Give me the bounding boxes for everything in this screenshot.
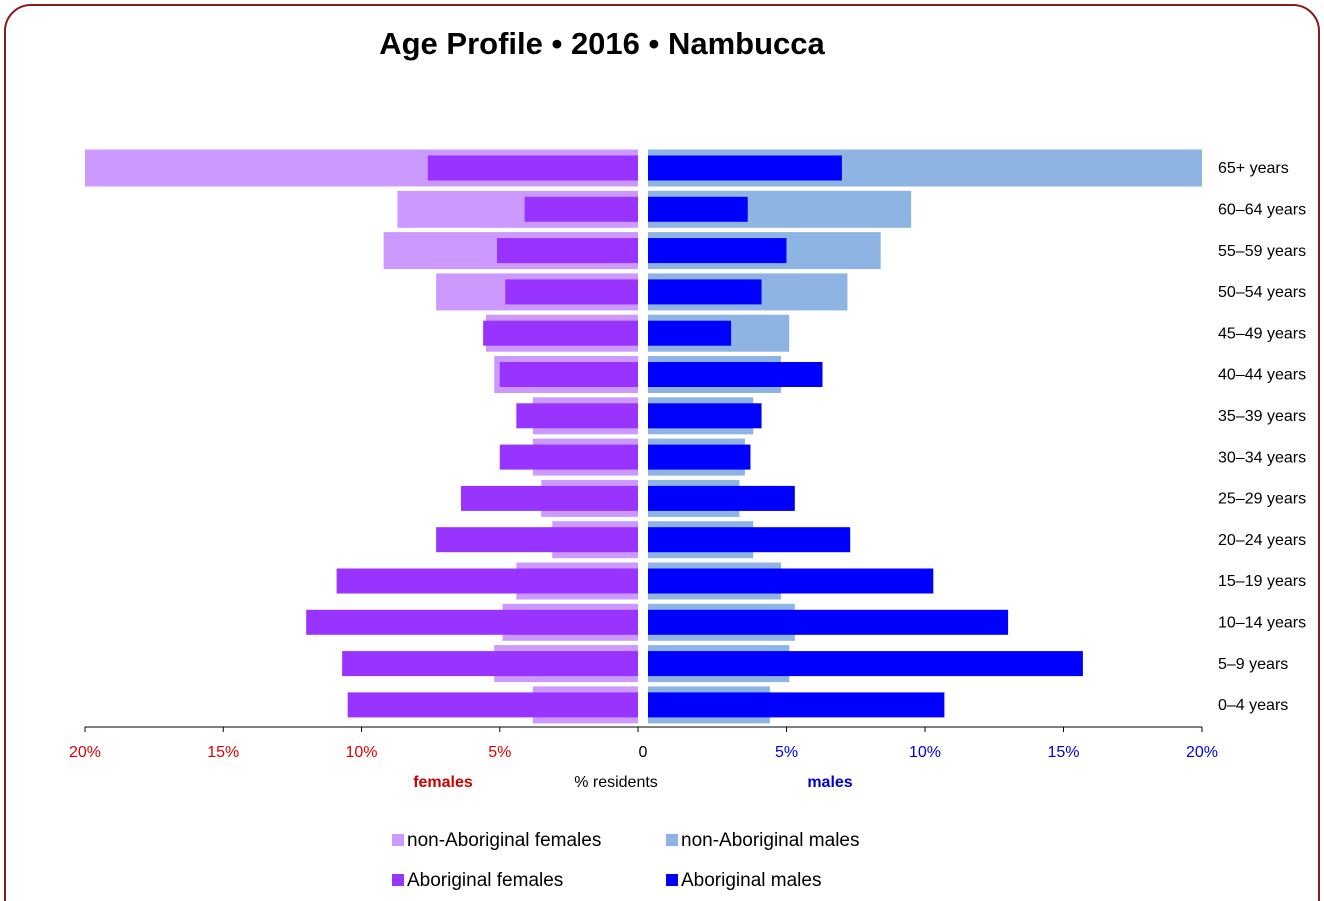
left-label: females [413, 774, 473, 791]
bar [648, 485, 795, 511]
x-tick-label: 15% [207, 744, 239, 761]
bar [427, 155, 638, 181]
x-tick-label: 10% [345, 744, 377, 761]
category-label: 30–34 years [1218, 449, 1306, 466]
x-tick-label: 5% [775, 744, 798, 761]
x-axis-label: % residents [574, 774, 658, 791]
bar [461, 485, 638, 511]
bar [499, 362, 638, 387]
x-tick-label: 10% [909, 744, 941, 761]
bar [648, 568, 934, 594]
bar [648, 609, 1009, 635]
category-label: 65+ years [1218, 160, 1289, 177]
bar [306, 609, 638, 635]
bar [342, 651, 638, 677]
bar [516, 403, 638, 429]
legend-label: Aboriginal females [407, 870, 563, 891]
chart-title: Age Profile • 2016 • Nambucca [379, 26, 825, 61]
bar [524, 196, 638, 222]
bar [648, 320, 732, 346]
x-tick-label: 20% [1186, 744, 1218, 761]
category-label: 15–19 years [1218, 573, 1306, 590]
legend-label: non-Aboriginal males [681, 830, 860, 851]
legend-swatch [666, 874, 678, 886]
x-tick-label: 20% [69, 744, 101, 761]
category-label: 20–24 years [1218, 532, 1306, 549]
legend-label: Aboriginal males [681, 870, 821, 891]
legend-swatch [392, 834, 404, 846]
bar [648, 279, 762, 305]
category-label: 45–49 years [1218, 325, 1306, 342]
legend-swatch [392, 874, 404, 886]
bar [648, 692, 945, 718]
category-label: 60–64 years [1218, 202, 1306, 219]
bar [648, 444, 751, 470]
bar [505, 279, 638, 305]
category-label: 50–54 years [1218, 284, 1306, 301]
x-tick-label: 15% [1047, 744, 1079, 761]
bar [483, 320, 638, 346]
bar [648, 155, 842, 181]
bar [648, 527, 851, 553]
legend-label: non-Aboriginal females [407, 830, 601, 851]
bar [436, 527, 638, 553]
x-tick-label: 0 [639, 744, 648, 761]
category-label: 40–44 years [1218, 367, 1306, 384]
bar [347, 692, 638, 718]
right-label: males [807, 774, 852, 791]
category-label: 55–59 years [1218, 243, 1306, 260]
bar [648, 238, 787, 264]
category-label: 35–39 years [1218, 408, 1306, 425]
bar [496, 238, 638, 264]
category-label: 10–14 years [1218, 615, 1306, 632]
bar [648, 403, 762, 429]
bar [648, 196, 748, 222]
category-label: 5–9 years [1218, 656, 1288, 673]
x-tick-label: 5% [488, 744, 511, 761]
legend-swatch [666, 834, 678, 846]
bar [499, 444, 638, 470]
category-label: 25–29 years [1218, 491, 1306, 508]
bar [336, 568, 638, 594]
bar [648, 651, 1083, 677]
category-label: 0–4 years [1218, 697, 1288, 714]
bar [648, 362, 823, 387]
